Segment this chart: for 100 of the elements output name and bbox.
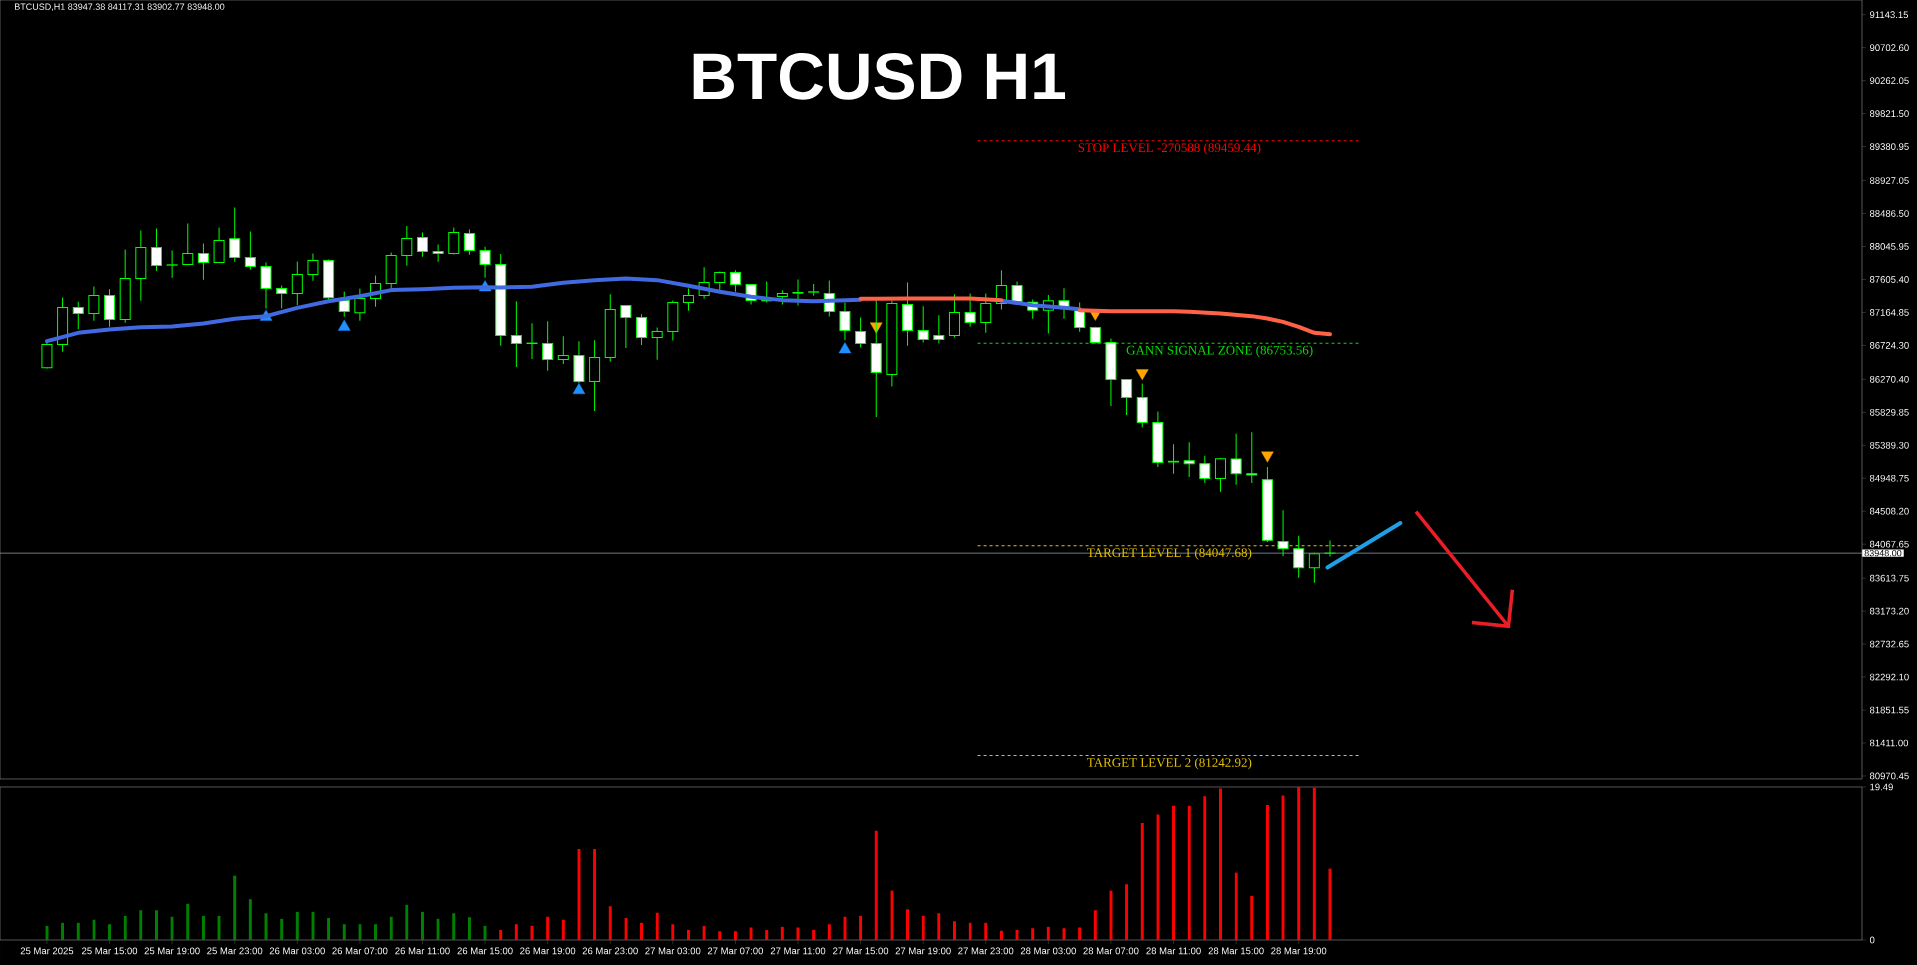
bar: [499, 929, 503, 940]
bar: [765, 929, 769, 940]
y-tick-label: 88486.50: [1869, 210, 1909, 217]
x-tick-label: 27 Mar 23:00: [958, 947, 1014, 955]
candlestick: [41, 341, 53, 370]
bar: [264, 913, 268, 940]
bar: [295, 911, 299, 940]
bar: [1187, 805, 1191, 940]
candlestick: [432, 243, 444, 263]
x-tick-label: 28 Mar 03:00: [1020, 947, 1076, 955]
bar: [984, 922, 988, 940]
bar: [374, 924, 378, 940]
x-tick-label: 27 Mar 19:00: [895, 947, 951, 955]
ref-line-label: 83948.00: [1864, 549, 1902, 557]
candlestick: [229, 206, 241, 263]
candlestick: [1168, 443, 1180, 475]
candlestick: [276, 284, 288, 310]
bar: [139, 910, 143, 940]
candlestick: [620, 305, 632, 349]
bar: [733, 931, 737, 940]
bar: [405, 904, 409, 940]
candlestick: [1293, 535, 1305, 579]
candlestick: [948, 293, 960, 339]
bar: [655, 912, 659, 940]
y-tick-label: 84067.65: [1869, 540, 1909, 548]
candlestick: [1246, 431, 1258, 484]
bar: [874, 830, 878, 940]
candlestick: [1183, 441, 1195, 478]
candlestick: [88, 285, 100, 322]
x-tick-label: 26 Mar 11:00: [395, 947, 450, 955]
annotation: BTCUSD,H1 83947.38 84117.31 83902.77 83948.00: [14, 3, 225, 11]
bar: [1265, 804, 1269, 940]
candlestick: [150, 227, 162, 272]
ref-line-label: TARGET LEVEL 1 (84047.68): [1087, 547, 1252, 560]
bar: [1203, 796, 1207, 940]
bar: [389, 916, 393, 940]
x-tick-label: 26 Mar 07:00: [332, 947, 388, 955]
candlestick: [416, 231, 428, 258]
bar: [1250, 896, 1254, 940]
y-tick-label: 0: [1869, 936, 1875, 944]
bar: [686, 929, 690, 940]
y-tick-label: 82732.65: [1869, 640, 1909, 648]
candlestick: [729, 269, 741, 293]
x-tick-label: 25 Mar 23:00: [207, 947, 263, 955]
candlestick: [839, 302, 851, 341]
bar: [1140, 823, 1144, 940]
y-tick-label: 90262.05: [1869, 77, 1909, 85]
y-tick-label: 83613.75: [1869, 574, 1909, 582]
bar: [154, 910, 158, 940]
x-tick-label: 25 Mar 15:00: [82, 947, 138, 955]
bar: [906, 909, 910, 940]
candlestick: [980, 292, 992, 334]
bar: [1297, 786, 1301, 940]
bar: [201, 915, 205, 940]
bar: [1312, 787, 1316, 940]
bar: [827, 924, 831, 940]
bar: [342, 924, 346, 940]
bar: [327, 918, 331, 940]
candlestick: [260, 261, 272, 310]
bar: [108, 924, 112, 940]
bar: [561, 919, 565, 940]
candlestick: [1230, 433, 1242, 486]
candlestick: [714, 270, 726, 291]
bar: [186, 903, 190, 940]
candlestick: [197, 242, 209, 281]
candlestick: [510, 300, 522, 368]
bar: [76, 922, 80, 940]
x-tick-label: 27 Mar 07:00: [707, 947, 764, 955]
ref-line-label: STOP LEVEL -270588 (89459.44): [1078, 142, 1261, 155]
ref-line-label: GANN SIGNAL ZONE (86753.56): [1126, 345, 1313, 358]
bar: [921, 915, 925, 940]
bar: [1093, 910, 1097, 940]
bar: [1172, 805, 1176, 940]
candlestick: [307, 252, 319, 282]
candlestick: [933, 314, 945, 345]
bar: [420, 911, 424, 940]
y-tick-label: 87605.40: [1869, 276, 1909, 283]
bar: [1031, 928, 1035, 940]
candlestick: [917, 305, 929, 344]
text: BTCUSD H1: [693, 52, 1066, 100]
x-tick-label: 28 Mar 19:00: [1271, 947, 1327, 955]
candlestick: [338, 290, 350, 318]
bar: [593, 848, 597, 940]
y-tick-label: 86724.30: [1869, 342, 1909, 349]
candlestick: [166, 249, 178, 279]
x-tick-label: 28 Mar 15:00: [1208, 947, 1264, 955]
candlestick: [182, 222, 194, 265]
bar: [233, 875, 237, 940]
candlestick: [526, 322, 538, 360]
x-tick-label: 26 Mar 15:00: [457, 947, 513, 955]
candlestick: [401, 225, 413, 267]
candlestick: [72, 301, 84, 330]
bar: [608, 906, 612, 940]
y-tick-label: 89380.95: [1869, 143, 1909, 150]
candlestick: [354, 287, 366, 322]
bar: [1234, 872, 1238, 940]
bar: [467, 917, 471, 940]
x-tick-label: 26 Mar 19:00: [520, 947, 576, 955]
x-tick-label: 25 Mar 19:00: [144, 947, 200, 955]
candlestick: [1308, 552, 1320, 584]
